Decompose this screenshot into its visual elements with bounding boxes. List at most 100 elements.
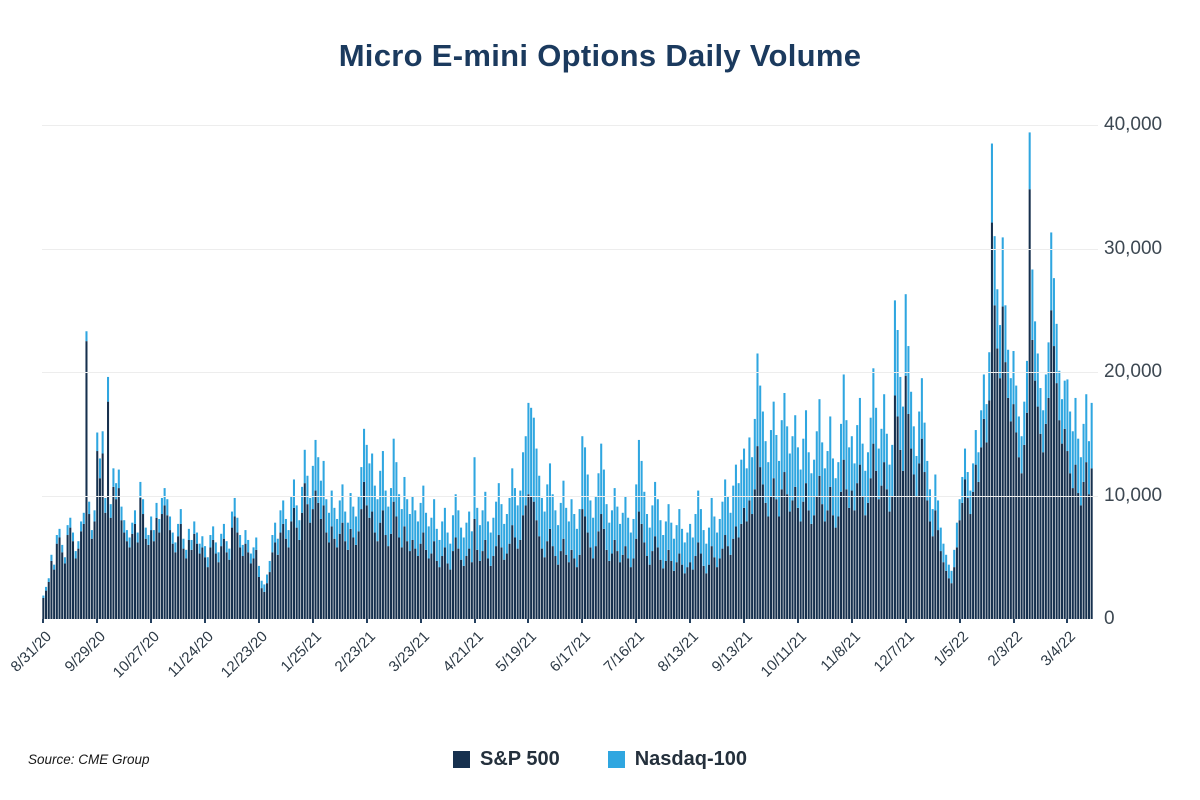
bar-sp500 [338, 533, 341, 619]
bar-sp500 [662, 568, 665, 619]
bar-nasdaq [907, 346, 910, 414]
source-note: Source: CME Group [28, 752, 150, 767]
bar-nasdaq [586, 474, 589, 533]
bar-nasdaq [928, 489, 931, 522]
bar-sp500 [360, 509, 363, 619]
bar-sp500 [228, 559, 231, 619]
bar-sp500 [117, 488, 120, 619]
bar-sp500 [748, 500, 751, 619]
bar-sp500 [610, 553, 613, 619]
gridline-30000 [42, 248, 1098, 250]
bar-sp500 [112, 486, 115, 620]
bar-nasdaq [985, 404, 988, 443]
bar-nasdaq [767, 462, 770, 517]
bar-sp500 [341, 522, 344, 619]
bar-sp500 [398, 537, 401, 619]
bar-nasdaq [608, 522, 611, 561]
bar-sp500 [69, 527, 72, 619]
bar-nasdaq [282, 500, 285, 524]
bar-nasdaq [101, 431, 104, 454]
bar-sp500 [284, 538, 287, 620]
bar-sp500 [1055, 383, 1058, 619]
bar-nasdaq [659, 520, 662, 560]
bar-sp500 [597, 531, 600, 619]
bar-sp500 [98, 478, 101, 619]
bar-nasdaq [268, 560, 271, 573]
bar-nasdaq [230, 511, 234, 528]
bar-sp500 [427, 558, 430, 620]
bar-nasdaq [721, 501, 724, 549]
bar-nasdaq [338, 500, 341, 534]
bar-sp500 [244, 543, 247, 619]
bar-sp500 [96, 451, 99, 619]
bar-sp500 [648, 564, 651, 619]
bar-nasdaq [462, 537, 465, 566]
bar-sp500 [769, 496, 772, 620]
bar-nasdaq [349, 493, 352, 529]
bar-sp500 [594, 546, 597, 619]
bar-sp500 [414, 548, 417, 619]
bar-nasdaq [624, 496, 627, 547]
bar-nasdaq [484, 491, 487, 540]
bar-nasdaq [473, 457, 476, 519]
bar-sp500 [252, 558, 255, 620]
bar-nasdaq [826, 451, 829, 511]
bar-nasdaq [1017, 416, 1020, 458]
bar-sp500 [659, 559, 662, 619]
bar-sp500 [807, 510, 810, 619]
bar-nasdaq [354, 516, 357, 545]
bar-sp500 [503, 559, 506, 619]
bar-nasdaq [422, 485, 425, 533]
bar-sp500 [274, 542, 277, 619]
bar-sp500 [772, 478, 775, 619]
bar-sp500 [346, 549, 349, 619]
bar-sp500 [230, 527, 234, 619]
bar-nasdaq [726, 496, 729, 547]
bar-nasdaq [632, 518, 635, 559]
gridline-10000 [42, 495, 1098, 497]
bar-nasdaq [271, 535, 274, 553]
bar-sp500 [557, 564, 560, 619]
bar-sp500 [451, 551, 454, 619]
bar-sp500 [985, 442, 988, 619]
bar-nasdaq [476, 507, 479, 550]
bar-sp500 [608, 560, 611, 619]
bar-nasdaq [42, 595, 45, 598]
bar-sp500 [643, 542, 646, 619]
bar-nasdaq [681, 528, 684, 565]
bar-nasdaq [63, 557, 66, 564]
bar-sp500 [796, 507, 799, 619]
bar-sp500 [336, 547, 339, 619]
bar-sp500 [955, 547, 958, 619]
y-axis-label: 20,000 [1104, 361, 1163, 382]
bar-nasdaq [524, 436, 527, 506]
bar-sp500 [872, 443, 875, 619]
bar-sp500 [1034, 380, 1037, 619]
bar-nasdaq [206, 557, 209, 568]
bar-sp500 [829, 486, 832, 620]
bar-sp500 [71, 541, 75, 619]
bar-sp500 [699, 553, 702, 619]
bar-sp500 [330, 526, 333, 620]
bar-sp500 [716, 567, 719, 619]
bar-nasdaq [527, 402, 530, 495]
bar-sp500 [505, 553, 508, 619]
bar-sp500 [301, 512, 304, 619]
bar-sp500 [883, 462, 886, 619]
bar-nasdaq [904, 294, 907, 376]
bar-sp500 [912, 474, 915, 619]
bar-sp500 [257, 577, 260, 619]
bar-sp500 [187, 539, 190, 619]
bar-nasdaq [848, 447, 851, 508]
bar-sp500 [726, 546, 729, 619]
bar-nasdaq [117, 469, 120, 489]
x-axis-tick [904, 619, 907, 623]
bar-sp500 [721, 548, 724, 619]
bar-nasdaq [648, 527, 651, 565]
bar-nasdaq [327, 512, 331, 543]
bar-nasdaq [301, 486, 304, 513]
bar-nasdaq [662, 535, 665, 569]
bar-sp500 [1031, 339, 1034, 619]
bar-nasdaq [999, 325, 1002, 379]
bar-sp500 [826, 510, 829, 619]
